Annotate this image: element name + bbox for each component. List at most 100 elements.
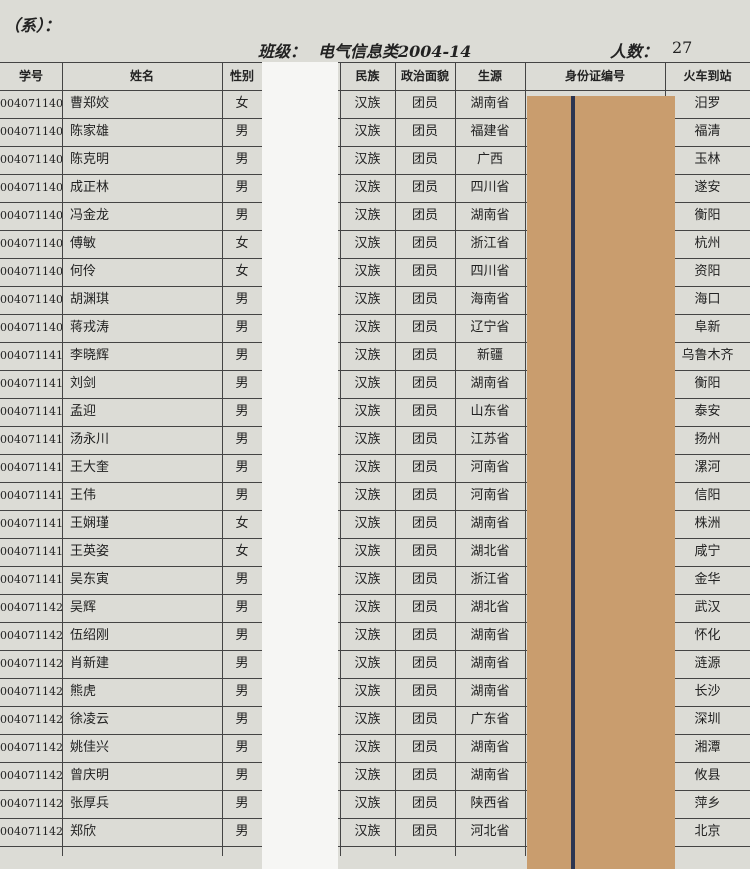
cell-name: 蒋戎涛 xyxy=(70,320,110,335)
cell-origin: 湖南省 xyxy=(470,684,510,699)
cell-origin: 河南省 xyxy=(470,460,510,475)
cell-origin: 湖南省 xyxy=(470,208,510,223)
cell-ethnicity: 汉族 xyxy=(354,96,381,111)
cell-station: 金华 xyxy=(694,572,721,587)
row-rule xyxy=(0,678,750,679)
cell-ethnicity: 汉族 xyxy=(354,740,381,755)
cell-gender: 男 xyxy=(235,460,249,475)
cell-station: 北京 xyxy=(694,824,721,839)
cell-name: 王英姿 xyxy=(70,544,110,559)
cell-station: 怀化 xyxy=(694,628,721,643)
cell-political: 团员 xyxy=(411,404,438,419)
cell-political: 团员 xyxy=(411,208,438,223)
cell-gender: 男 xyxy=(235,684,249,699)
cell-name: 汤永川 xyxy=(70,432,110,447)
cell-ethnicity: 汉族 xyxy=(354,544,381,559)
row-rule xyxy=(0,706,750,707)
cell-political: 团员 xyxy=(411,740,438,755)
cell-political: 团员 xyxy=(411,796,438,811)
cell-gender: 男 xyxy=(235,124,249,139)
cell-name: 陈克明 xyxy=(70,152,110,167)
cell-ethnicity: 汉族 xyxy=(354,824,381,839)
cell-ethnicity: 汉族 xyxy=(354,376,381,391)
cell-name: 张厚兵 xyxy=(70,796,110,811)
cell-station: 海口 xyxy=(694,292,721,307)
cell-station: 深圳 xyxy=(694,712,721,727)
cell-origin: 河北省 xyxy=(470,824,510,839)
cell-ethnicity: 汉族 xyxy=(354,124,381,139)
cell-station: 漯河 xyxy=(694,460,721,475)
row-rule xyxy=(0,790,750,791)
cell-origin: 湖南省 xyxy=(470,516,510,531)
bookmark-stripe xyxy=(571,96,575,869)
cell-ethnicity: 汉族 xyxy=(354,348,381,363)
cell-name: 李晓辉 xyxy=(70,348,110,363)
cell-id: 0040711418 xyxy=(0,545,62,558)
row-rule xyxy=(0,146,750,147)
cell-ethnicity: 汉族 xyxy=(354,488,381,503)
cell-origin: 辽宁省 xyxy=(470,320,510,335)
cell-gender: 男 xyxy=(235,488,249,503)
cell-gender: 男 xyxy=(235,656,249,671)
cell-ethnicity: 汉族 xyxy=(354,320,381,335)
cell-ethnicity: 汉族 xyxy=(354,180,381,195)
cell-origin: 湖南省 xyxy=(470,96,510,111)
row-rule xyxy=(0,62,750,63)
cell-station: 遂安 xyxy=(694,180,721,195)
cell-political: 团员 xyxy=(411,544,438,559)
cell-name: 伍绍刚 xyxy=(70,628,110,643)
cell-id: 0040711426 xyxy=(0,769,62,782)
column-header: 身份证编号 xyxy=(564,69,625,83)
row-rule xyxy=(0,90,750,91)
cell-name: 熊虎 xyxy=(70,684,97,699)
cell-ethnicity: 汉族 xyxy=(354,236,381,251)
cell-ethnicity: 汉族 xyxy=(354,264,381,279)
class-label: 班级： xyxy=(258,42,307,61)
cell-station: 涟源 xyxy=(694,656,721,671)
cell-id: 0040711406 xyxy=(0,237,62,250)
cell-id: 0040711428 xyxy=(0,825,62,838)
cell-name: 郑欣 xyxy=(70,824,97,839)
cell-name: 王伟 xyxy=(70,488,97,503)
cell-name: 吴辉 xyxy=(70,600,97,615)
cell-political: 团员 xyxy=(411,292,438,307)
row-rule xyxy=(0,566,750,567)
cell-political: 团员 xyxy=(411,152,438,167)
cell-id: 0040711416 xyxy=(0,489,62,502)
row-rule xyxy=(0,426,750,427)
cell-ethnicity: 汉族 xyxy=(354,628,381,643)
cell-origin: 四川省 xyxy=(470,264,510,279)
cell-id: 0040711423 xyxy=(0,685,62,698)
cell-political: 团员 xyxy=(411,516,438,531)
dept-label: （系）： xyxy=(4,16,61,35)
cell-ethnicity: 汉族 xyxy=(354,768,381,783)
cell-origin: 山东省 xyxy=(470,404,510,419)
cell-ethnicity: 汉族 xyxy=(354,516,381,531)
column-header: 民族 xyxy=(355,69,380,83)
cell-name: 孟迎 xyxy=(70,404,97,419)
cell-station: 攸县 xyxy=(694,768,721,783)
cell-station: 衡阳 xyxy=(694,208,721,223)
cell-political: 团员 xyxy=(411,824,438,839)
cell-origin: 河南省 xyxy=(470,488,510,503)
cell-political: 团员 xyxy=(411,600,438,615)
cell-station: 汨罗 xyxy=(694,96,721,111)
cell-political: 团员 xyxy=(411,572,438,587)
cell-gender: 女 xyxy=(235,96,249,111)
cell-name: 肖新建 xyxy=(70,656,110,671)
cell-origin: 湖北省 xyxy=(470,544,510,559)
row-rule xyxy=(0,398,750,399)
cell-ethnicity: 汉族 xyxy=(354,656,381,671)
class-name: 电气信息类2004-14 xyxy=(318,42,472,61)
cell-origin: 陕西省 xyxy=(470,796,510,811)
cell-name: 曹郑姣 xyxy=(70,96,110,111)
cell-gender: 男 xyxy=(235,180,249,195)
column-rule xyxy=(340,62,341,856)
cell-name: 王娴瑾 xyxy=(70,516,110,531)
cell-political: 团员 xyxy=(411,236,438,251)
cell-id: 0040711424 xyxy=(0,713,62,726)
cell-ethnicity: 汉族 xyxy=(354,572,381,587)
cell-id: 0040711403 xyxy=(0,153,62,166)
cell-gender: 男 xyxy=(235,292,249,307)
